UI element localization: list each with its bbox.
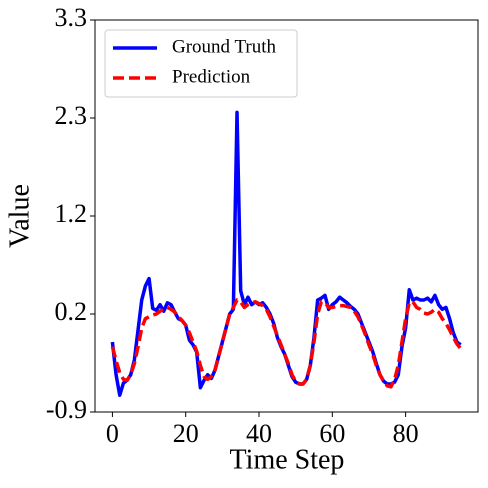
legend-label: Ground Truth	[172, 36, 276, 57]
y-tick-label: 3.3	[55, 3, 88, 32]
y-tick-label: 2.3	[55, 101, 88, 130]
x-tick-label: 0	[106, 419, 119, 448]
x-tick-label: 20	[173, 419, 199, 448]
x-tick-label: 80	[393, 419, 419, 448]
x-axis-label: Time Step	[230, 444, 345, 475]
series-line	[110, 298, 462, 389]
series-line	[110, 110, 462, 397]
y-tick-label: -0.9	[46, 395, 87, 424]
x-tick-label: 60	[319, 419, 345, 448]
y-tick-label: 1.2	[55, 199, 88, 228]
y-axis-label: Value	[4, 184, 35, 248]
y-tick-label: 0.2	[55, 297, 88, 326]
x-tick-label: 40	[246, 419, 272, 448]
legend-label: Prediction	[172, 66, 251, 87]
